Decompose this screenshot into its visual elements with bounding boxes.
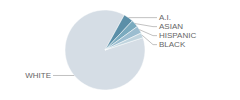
pie bbox=[65, 10, 145, 90]
chart: WHITE A.I.ASIANHISPANICBLACK bbox=[0, 0, 240, 100]
slice-label: HISPANIC bbox=[159, 31, 196, 40]
labels: WHITE A.I.ASIANHISPANICBLACK bbox=[25, 13, 196, 80]
leader-line bbox=[142, 35, 157, 44]
slice-label: ASIAN bbox=[159, 22, 183, 31]
slice-label: WHITE bbox=[25, 71, 51, 80]
leader-line bbox=[53, 75, 74, 76]
slice-label: A.I. bbox=[159, 13, 171, 22]
leader-line bbox=[139, 30, 157, 36]
pie-slice bbox=[65, 10, 145, 90]
leader-line bbox=[135, 24, 157, 27]
pie-slice bbox=[105, 33, 143, 50]
slice-label: BLACK bbox=[159, 40, 186, 49]
leader-line bbox=[129, 17, 157, 18]
